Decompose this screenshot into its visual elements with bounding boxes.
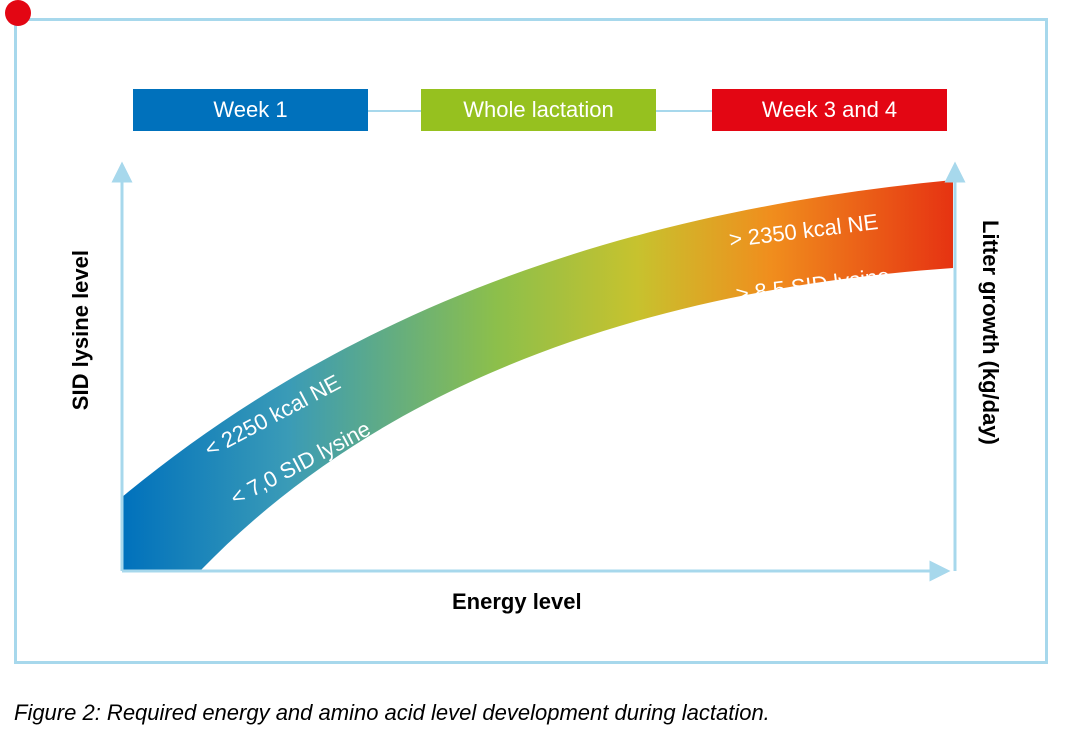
- y-right-label: Litter growth (kg/day): [977, 220, 1003, 445]
- high-threshold-label: > 2350 kcal NE > 8,5 SID lysine: [712, 180, 891, 310]
- chart-svg: [0, 0, 1078, 746]
- x-bottom-label: Energy level: [452, 589, 582, 615]
- y-left-label: SID lysine level: [68, 250, 94, 410]
- high-line1: > 2350 kcal NE: [728, 209, 880, 252]
- figure-caption: Figure 2: Required energy and amino acid…: [14, 700, 770, 726]
